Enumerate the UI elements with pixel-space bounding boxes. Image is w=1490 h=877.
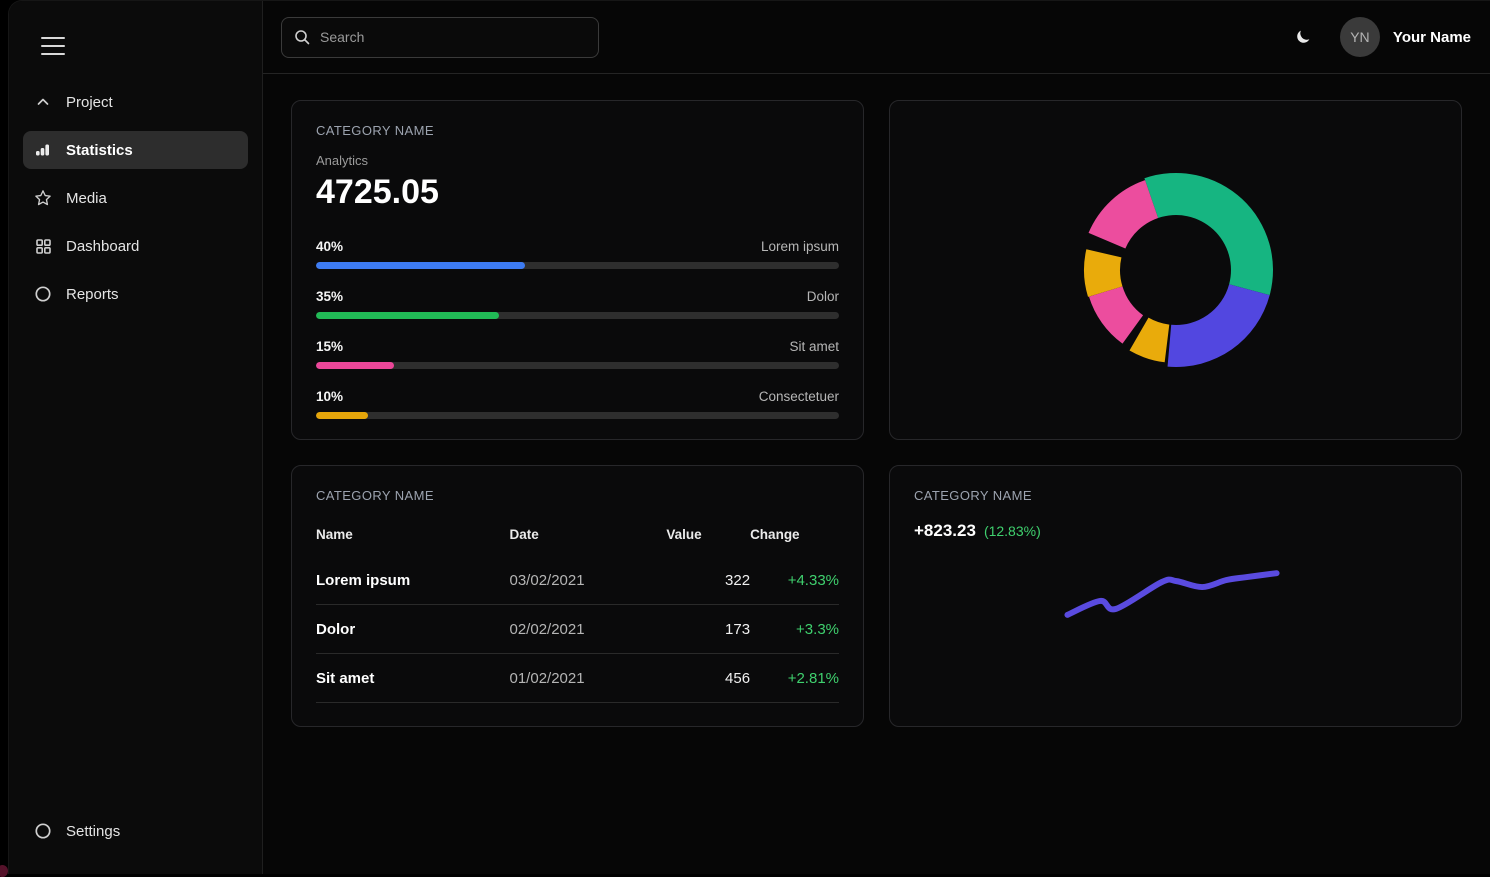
progress-track	[316, 262, 839, 269]
table-card: CATEGORY NAME Name Date Value Change Lor…	[291, 465, 864, 727]
progress-percent: 40%	[316, 239, 343, 254]
progress-label: Sit amet	[789, 339, 839, 354]
search-box[interactable]	[281, 17, 599, 58]
circle-icon	[34, 285, 52, 303]
progress-percent: 10%	[316, 389, 343, 404]
stats-card: CATEGORY NAME Analytics 4725.05 40% Lorem…	[291, 100, 864, 440]
cell-change: +2.81%	[750, 654, 839, 703]
search-input[interactable]	[320, 29, 586, 45]
app-window: Project Statistics Media Dashboard	[8, 0, 1490, 874]
donut-card	[889, 100, 1462, 440]
progress-percent: 15%	[316, 339, 343, 354]
sidebar-item-settings[interactable]: Settings	[23, 812, 248, 850]
donut-segment	[1088, 180, 1158, 248]
bar-chart-icon	[34, 141, 52, 159]
column-header: Change	[750, 515, 839, 556]
moon-icon	[1294, 28, 1312, 46]
background-artifact	[0, 865, 8, 877]
sidebar-item-label: Dashboard	[66, 238, 139, 255]
cell-date: 02/02/2021	[510, 605, 667, 654]
user-name: Your Name	[1393, 29, 1471, 46]
sidebar-item-label: Statistics	[66, 142, 133, 159]
search-icon	[294, 29, 311, 46]
sidebar-item-media[interactable]: Media	[23, 179, 248, 217]
progress-bar-list: 40% Lorem ipsum 35% Dolor 15% Sit amet 10% Cons…	[316, 239, 839, 419]
menu-toggle-button[interactable]	[41, 37, 65, 55]
donut-segment	[1144, 173, 1273, 295]
stats-value: 4725.05	[316, 173, 839, 212]
theme-toggle-button[interactable]	[1290, 24, 1316, 50]
column-header: Date	[510, 515, 667, 556]
cell-change: +4.33%	[750, 556, 839, 605]
topbar: YN Your Name	[263, 1, 1490, 74]
cell-date: 01/02/2021	[510, 654, 667, 703]
sidebar-item-label: Settings	[66, 823, 120, 840]
sidebar-item-label: Project	[66, 94, 113, 111]
dashboard-content: CATEGORY NAME Analytics 4725.05 40% Lorem…	[263, 74, 1490, 753]
sidebar-item-label: Media	[66, 190, 107, 207]
cell-value: 173	[666, 605, 750, 654]
grid-icon	[34, 237, 52, 255]
progress-bar: 40% Lorem ipsum	[316, 239, 839, 269]
sidebar-item-dashboard[interactable]: Dashboard	[23, 227, 248, 265]
line-card: CATEGORY NAME +823.23 (12.83%)	[889, 465, 1462, 727]
sidebar-item-label: Reports	[66, 286, 119, 303]
progress-bar: 35% Dolor	[316, 289, 839, 319]
progress-fill	[316, 412, 368, 419]
sidebar-item-project[interactable]: Project	[23, 83, 248, 121]
sidebar: Project Statistics Media Dashboard	[9, 1, 263, 874]
cell-name: Lorem ipsum	[316, 556, 510, 605]
cell-name: Dolor	[316, 605, 510, 654]
cell-date: 03/02/2021	[510, 556, 667, 605]
avatar-initials: YN	[1350, 29, 1369, 45]
cell-value: 322	[666, 556, 750, 605]
cell-change: +3.3%	[750, 605, 839, 654]
progress-track	[316, 362, 839, 369]
sidebar-item-reports[interactable]: Reports	[23, 275, 248, 313]
sidebar-nav: Project Statistics Media Dashboard	[23, 83, 248, 323]
line-chart	[890, 466, 1461, 726]
donut-segment	[1088, 286, 1142, 343]
circle-icon	[34, 822, 52, 840]
card-title: CATEGORY NAME	[316, 123, 839, 138]
progress-fill	[316, 262, 525, 269]
chevron-up-icon	[34, 93, 52, 111]
sidebar-item-statistics[interactable]: Statistics	[23, 131, 248, 169]
donut-chart	[1076, 170, 1276, 370]
progress-track	[316, 412, 839, 419]
main-column: YN Your Name CATEGORY NAME Analytics 472…	[263, 1, 1490, 874]
topbar-right: YN Your Name	[1290, 17, 1471, 57]
line-path	[1067, 573, 1276, 615]
progress-label: Dolor	[807, 289, 839, 304]
stats-subtitle: Analytics	[316, 153, 839, 168]
progress-fill	[316, 362, 394, 369]
table-header-row: Name Date Value Change	[316, 515, 839, 556]
donut-segment	[1167, 284, 1269, 367]
progress-track	[316, 312, 839, 319]
progress-bar: 15% Sit amet	[316, 339, 839, 369]
progress-label: Consectetuer	[759, 389, 839, 404]
cell-name: Sit amet	[316, 654, 510, 703]
star-icon	[34, 189, 52, 207]
progress-fill	[316, 312, 499, 319]
progress-label: Lorem ipsum	[761, 239, 839, 254]
column-header: Name	[316, 515, 510, 556]
column-header: Value	[666, 515, 750, 556]
card-title: CATEGORY NAME	[316, 488, 839, 503]
avatar[interactable]: YN	[1340, 17, 1380, 57]
cell-value: 456	[666, 654, 750, 703]
progress-percent: 35%	[316, 289, 343, 304]
progress-bar: 10% Consectetuer	[316, 389, 839, 419]
